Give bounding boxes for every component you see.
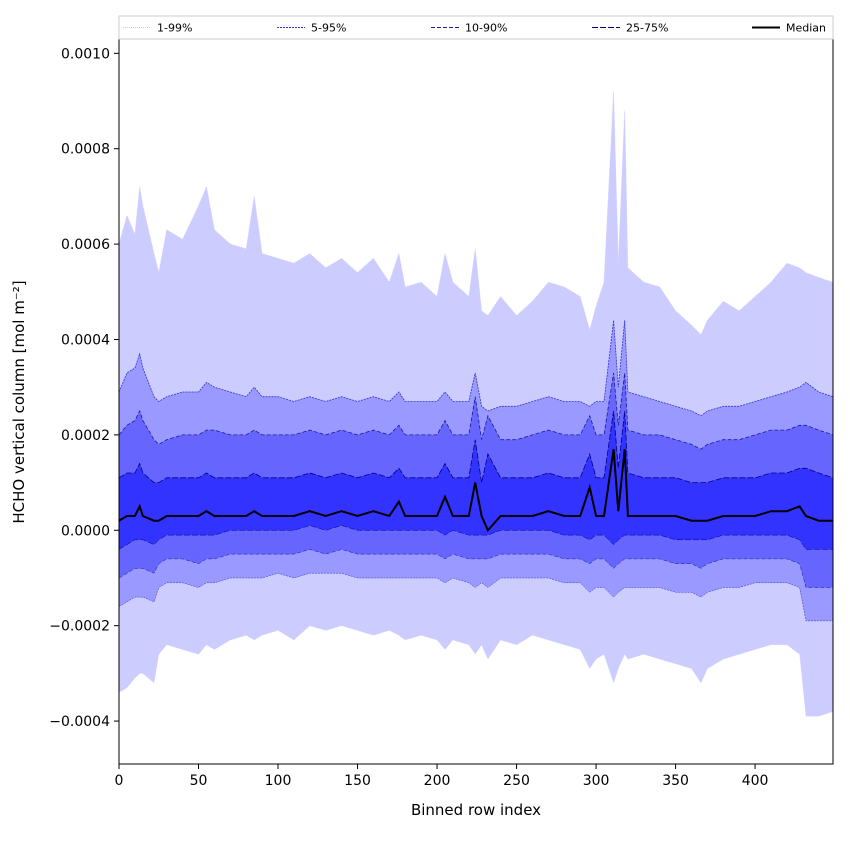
legend-label: 25-75%	[626, 22, 668, 35]
line-upper-25-75pct	[118, 410, 834, 483]
x-tick-label: 50	[190, 773, 208, 789]
x-tick-label: 0	[115, 773, 124, 789]
line-lower-10-90pct	[118, 549, 833, 588]
y-tick-label: 0.0000	[61, 523, 110, 539]
y-tick-label: 0.0008	[61, 142, 110, 158]
y-tick-label: 0.0002	[61, 428, 110, 444]
x-tick-label: 300	[583, 773, 610, 789]
x-tick-label: 350	[662, 773, 689, 789]
y-tick-label: −0.0002	[49, 619, 110, 635]
x-tick-label: 250	[503, 773, 530, 789]
line-upper-10-90pct	[118, 372, 834, 450]
x-tick-label: 150	[344, 773, 371, 789]
percentile-lines	[118, 91, 834, 717]
line-median	[118, 449, 833, 533]
legend-label: 10-90%	[465, 22, 507, 35]
y-tick-label: 0.0010	[61, 46, 110, 62]
legend-label: 1-99%	[157, 22, 192, 35]
x-tick-label: 400	[742, 773, 769, 789]
line-lower-5-95pct	[118, 572, 833, 622]
legend-label: Median	[786, 22, 826, 35]
line-lower-1-99pct	[118, 625, 834, 717]
y-tick-label: 0.0006	[61, 237, 110, 253]
line-upper-1-99pct	[118, 91, 834, 336]
y-axis-label: HCHO vertical column [mol m⁻²]	[10, 280, 28, 523]
x-tick-label: 100	[265, 773, 292, 789]
line-upper-5-95pct	[118, 320, 834, 417]
legend-box	[118, 15, 834, 40]
x-tick-label: 200	[424, 773, 451, 789]
y-tick-label: −0.0004	[49, 714, 110, 730]
legend-label: 5-95%	[311, 22, 346, 35]
x-axis-label: Binned row index	[411, 801, 541, 819]
y-tick-label: 0.0004	[61, 332, 110, 348]
legend: 1-99% 5-95% 10-90% 25-75% Median	[118, 15, 834, 40]
